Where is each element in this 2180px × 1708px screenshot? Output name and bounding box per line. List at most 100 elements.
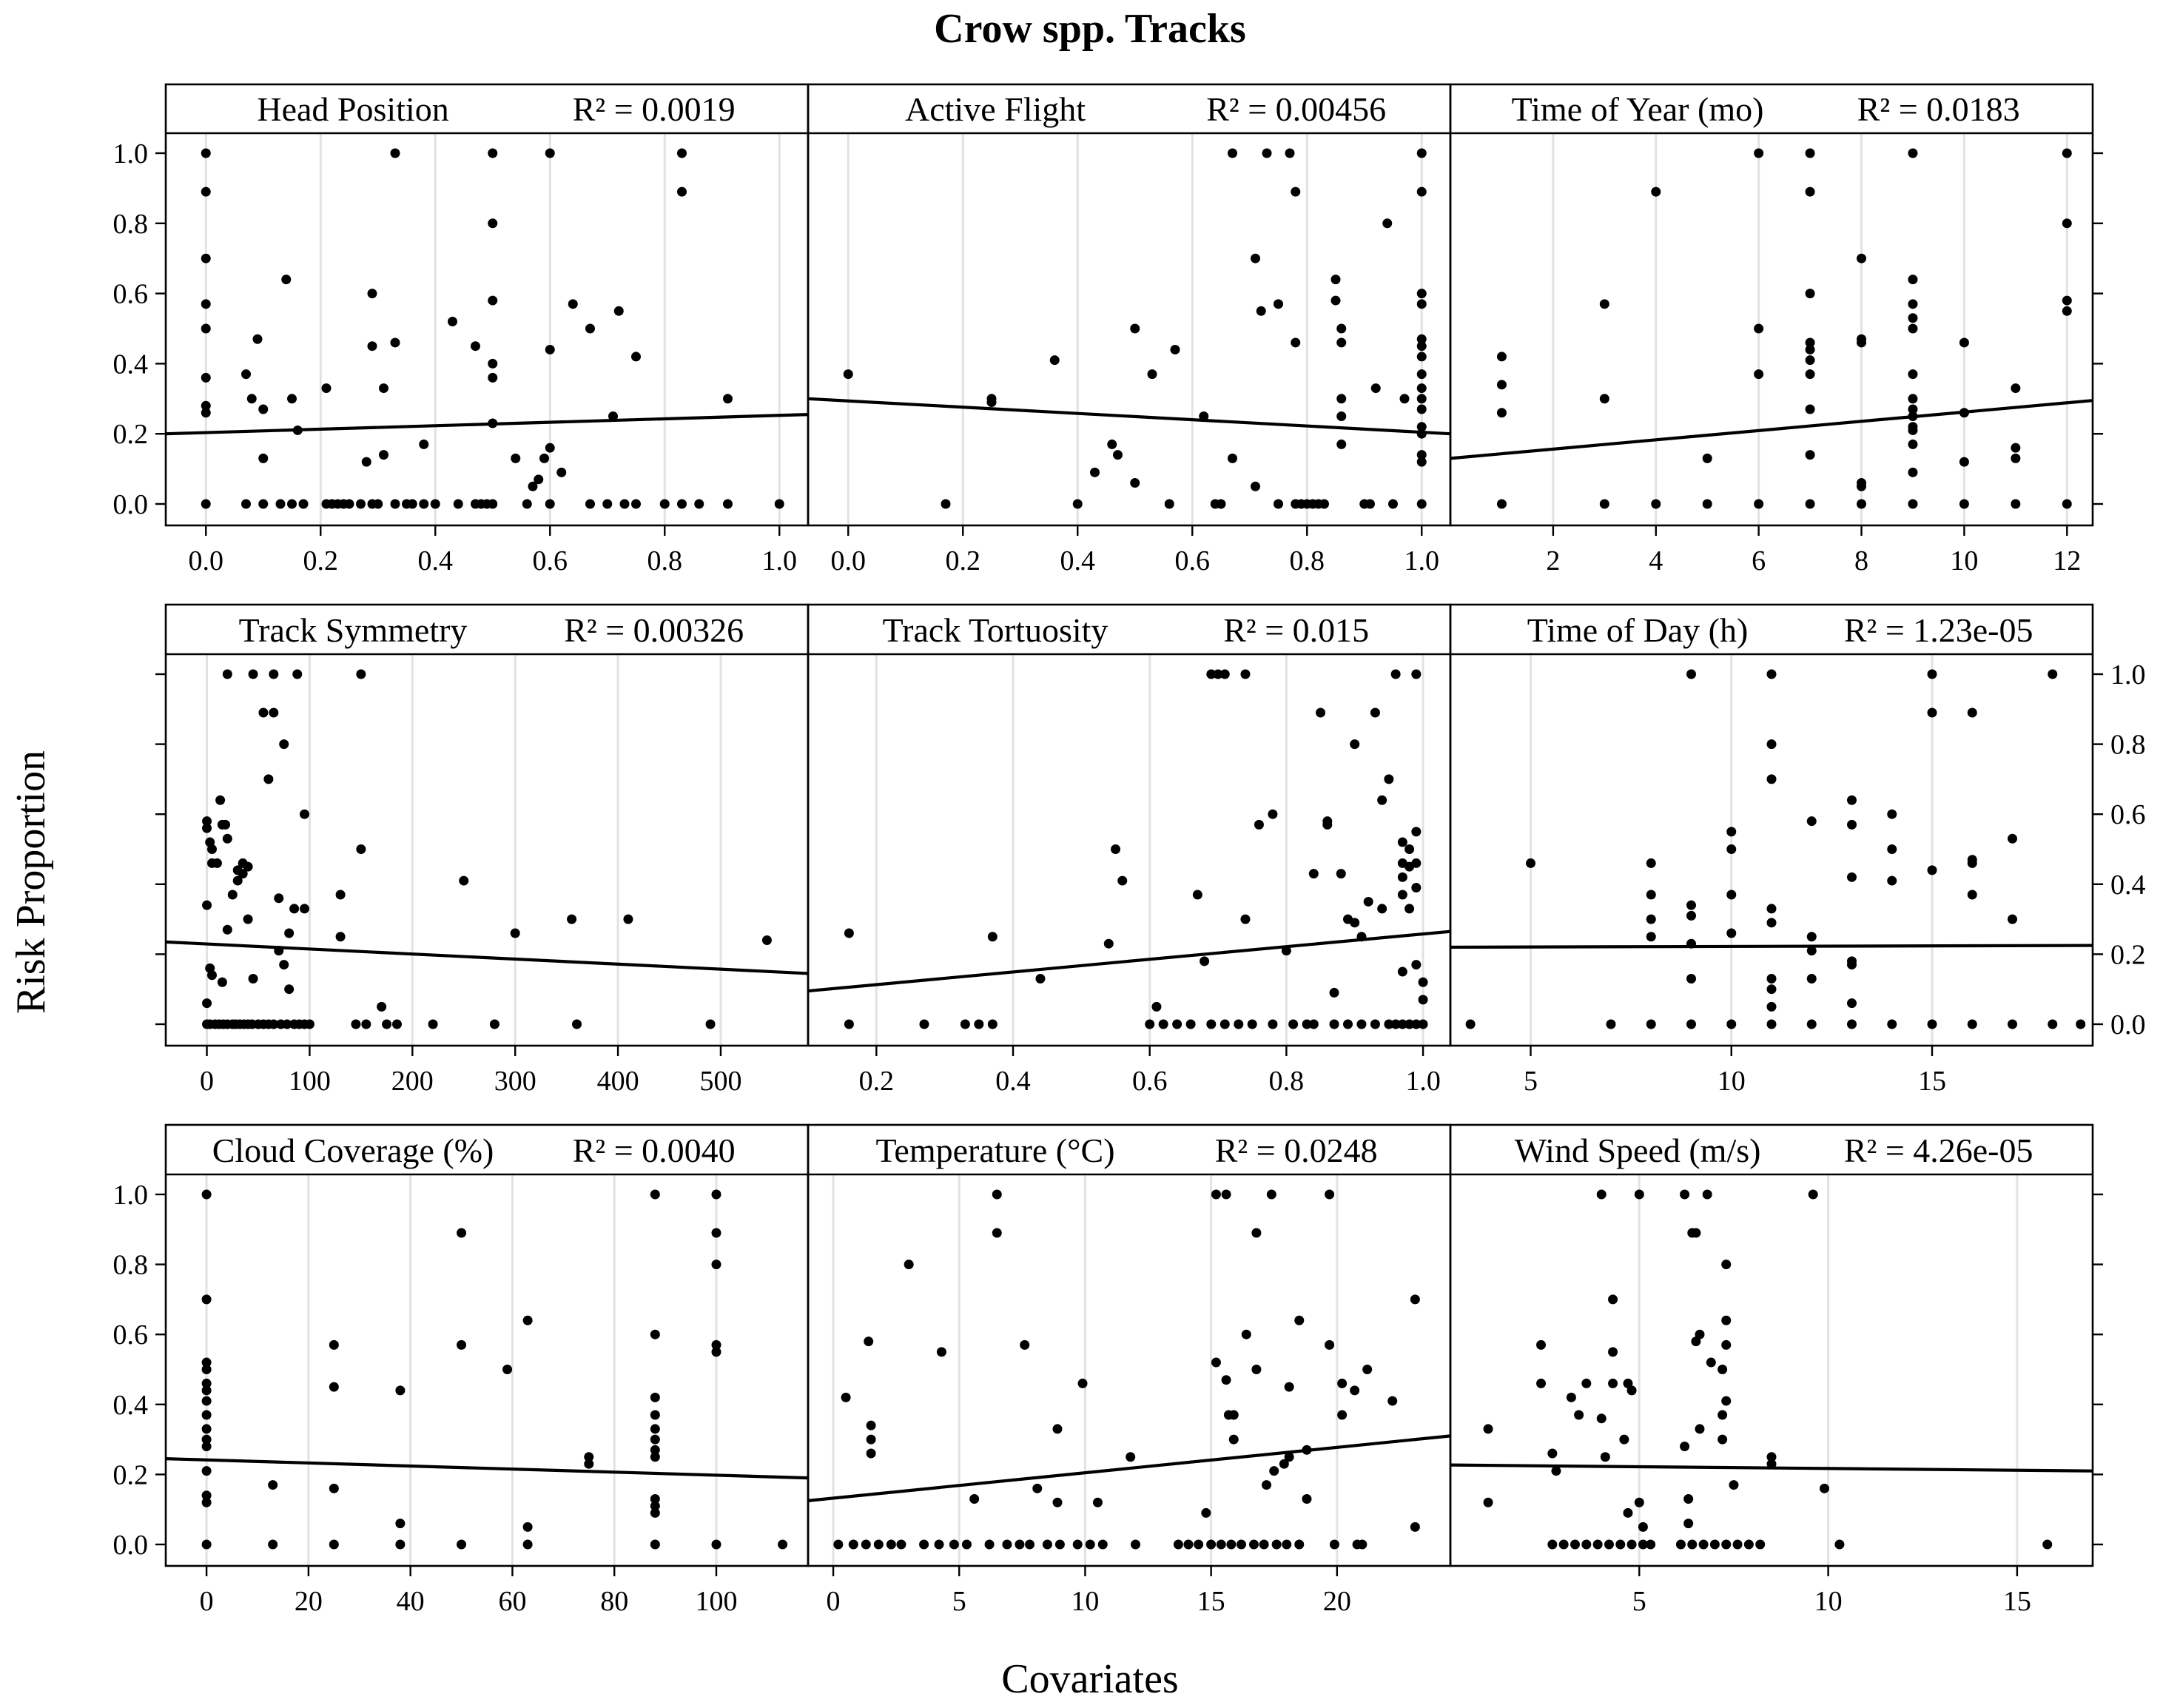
data-point <box>1819 1483 1829 1493</box>
data-point <box>1651 186 1661 197</box>
data-point <box>974 1019 984 1029</box>
panel: Active Flight R² = 0.00456 0.0 0.2 0.4 0.6 0.8… <box>807 83 1452 576</box>
data-point <box>1766 984 1777 995</box>
data-point <box>329 1483 339 1493</box>
data-point <box>361 1019 371 1029</box>
data-point <box>1638 1522 1648 1532</box>
data-point <box>623 914 633 924</box>
data-point <box>619 499 630 509</box>
data-point <box>390 148 400 158</box>
data-point <box>201 400 211 411</box>
data-point <box>202 816 212 827</box>
data-point <box>1194 1539 1204 1550</box>
data-point <box>934 1539 944 1550</box>
data-point <box>1743 1539 1754 1550</box>
data-point <box>1908 369 1918 380</box>
data-point <box>201 186 211 197</box>
data-point <box>221 819 231 830</box>
data-point <box>222 924 232 935</box>
data-point <box>1536 1378 1547 1388</box>
data-point <box>201 1294 212 1305</box>
data-point <box>1558 1539 1569 1550</box>
data-point <box>1496 380 1507 390</box>
data-point <box>1726 827 1737 837</box>
data-point <box>1248 1539 1259 1550</box>
y-tick-label: 1.0 <box>113 1180 149 1211</box>
data-point <box>391 1019 402 1029</box>
panel-r2: R² = 0.0040 <box>573 1132 736 1169</box>
data-point <box>356 669 366 679</box>
data-point <box>1183 1539 1194 1550</box>
data-point <box>841 1392 851 1402</box>
panel-frame <box>1449 83 2094 527</box>
data-point <box>1959 499 1969 509</box>
x-tick-label: 5 <box>952 1586 966 1617</box>
data-point <box>1206 669 1217 679</box>
data-point <box>1834 1539 1845 1550</box>
data-point <box>1698 1539 1709 1550</box>
data-point <box>1766 904 1777 914</box>
data-point <box>1291 337 1301 348</box>
data-point <box>407 499 417 509</box>
data-point <box>1592 1539 1603 1550</box>
data-point <box>1857 481 1867 491</box>
data-point <box>367 289 377 299</box>
y-tick-label: 0.6 <box>113 1319 149 1351</box>
data-point <box>1754 323 1764 334</box>
data-point <box>1766 974 1777 984</box>
data-point <box>1151 1001 1162 1012</box>
data-point <box>1687 1539 1698 1550</box>
panel: Cloud Coverage (%) R² = 0.0040 0 20 40 60 80 10… <box>113 1123 810 1617</box>
data-point <box>2062 499 2072 509</box>
x-tick-label: 20 <box>1323 1586 1351 1617</box>
data-point <box>201 1410 212 1420</box>
data-point <box>960 1019 970 1029</box>
data-point <box>1274 499 1283 509</box>
regression-line <box>1450 1463 2093 1473</box>
data-point <box>1908 404 1918 414</box>
data-point <box>1805 369 1815 380</box>
panel: Temperature (°C) R² = 0.0248 0 5 10 15 20 <box>807 1123 1452 1617</box>
y-axis-title: Risk Proportion <box>8 750 54 1014</box>
data-point <box>1015 1539 1025 1550</box>
data-point <box>1404 1019 1415 1029</box>
data-point <box>1377 795 1387 805</box>
data-point <box>1908 467 1918 477</box>
data-point <box>1686 900 1696 910</box>
panel-title: Wind Speed (m/s) <box>1515 1132 1761 1169</box>
data-point <box>1726 1019 1737 1029</box>
y-tick-label: 0.2 <box>113 419 149 450</box>
data-point <box>1718 1365 1728 1374</box>
data-point <box>1691 1228 1701 1238</box>
data-point <box>457 1539 467 1550</box>
data-point <box>919 1539 929 1550</box>
data-point <box>284 928 295 938</box>
data-point <box>1754 369 1764 380</box>
data-point <box>1496 499 1507 509</box>
panel: Head Position R² = 0.0019 0.0 0.2 0.4 0.6 0.8 1… <box>113 83 810 576</box>
data-point <box>539 453 549 463</box>
data-point <box>677 186 687 197</box>
data-point <box>201 1378 212 1388</box>
data-point <box>1967 890 1977 900</box>
data-point <box>1319 499 1329 509</box>
data-point <box>650 1189 660 1200</box>
data-point <box>1496 408 1507 418</box>
data-point <box>1702 499 1712 509</box>
data-point <box>1107 439 1117 449</box>
data-point <box>2011 499 2021 509</box>
data-point <box>567 914 577 924</box>
x-tick-label: 10 <box>1718 1066 1746 1097</box>
data-point <box>1695 1329 1705 1339</box>
data-point <box>941 499 951 509</box>
data-point <box>232 875 243 886</box>
data-point <box>488 295 498 306</box>
data-point <box>584 1459 594 1469</box>
data-point <box>1416 450 1427 460</box>
data-point <box>448 317 457 327</box>
data-point <box>987 1019 998 1029</box>
data-point <box>1240 669 1251 679</box>
data-point <box>1259 1539 1269 1550</box>
data-point <box>457 1228 467 1238</box>
data-point <box>238 869 248 879</box>
